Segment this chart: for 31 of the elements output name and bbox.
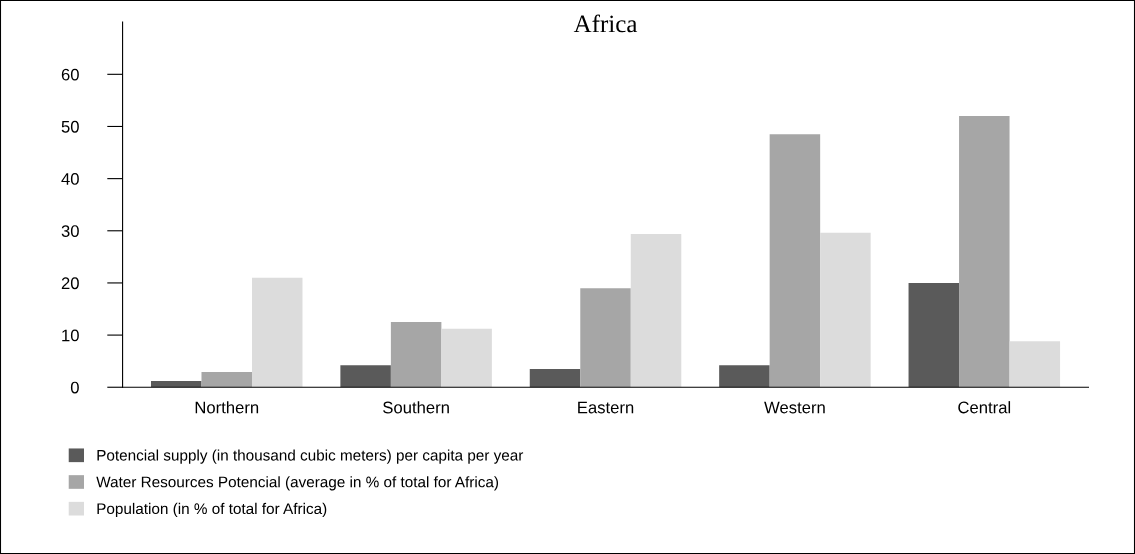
- bar: [201, 372, 252, 388]
- x-tick-label: Western: [764, 401, 825, 414]
- bar: [719, 365, 770, 388]
- x-tick-label: Southern: [383, 401, 449, 414]
- bar: [908, 282, 960, 388]
- bar: [580, 288, 631, 388]
- bar: [150, 380, 202, 388]
- x-tick-label: Northern: [195, 401, 259, 414]
- x-tick-label: Eastern: [578, 401, 634, 414]
- legend-label: Population (in % of total for Africa): [97, 502, 327, 518]
- bar: [769, 134, 821, 388]
- legend-label: Potencial supply (in thousand cubic meters) per capita per year: [97, 449, 524, 464]
- y-tick-label: 40: [61, 173, 79, 185]
- chart-title: Africa: [573, 14, 638, 33]
- bar: [340, 365, 391, 388]
- bar: [441, 328, 492, 388]
- legend-label: Water Resources Potencial (average in % of total for Africa): [96, 476, 499, 491]
- bar: [820, 232, 871, 388]
- y-tick-label: 60: [61, 68, 79, 81]
- bar: [529, 368, 581, 388]
- y-tick-label: 50: [61, 120, 79, 133]
- x-tick-label: Central: [958, 401, 1011, 414]
- bar: [1009, 341, 1061, 388]
- y-tick-label: 30: [61, 225, 79, 237]
- y-tick-label: 20: [61, 277, 79, 290]
- y-tick-label: 0: [70, 381, 79, 394]
- y-tick-label: 10: [62, 329, 79, 342]
- bar: [630, 233, 682, 388]
- bar: [959, 116, 1010, 388]
- bar: [252, 277, 303, 388]
- bar: [390, 322, 442, 388]
